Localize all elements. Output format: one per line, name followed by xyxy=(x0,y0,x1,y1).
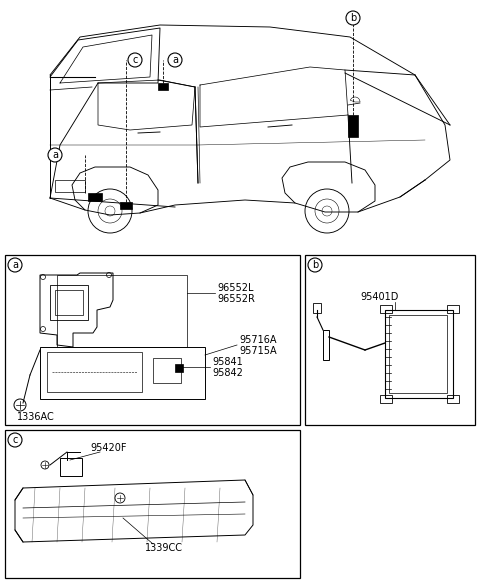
Bar xyxy=(5,255,300,425)
Bar xyxy=(385,310,453,398)
Circle shape xyxy=(168,53,182,67)
Text: 95715A: 95715A xyxy=(239,346,276,356)
Bar xyxy=(175,364,183,372)
Text: c: c xyxy=(12,435,18,445)
Text: a: a xyxy=(12,260,18,270)
Bar xyxy=(389,315,447,393)
Bar xyxy=(447,305,459,313)
Text: 95716A: 95716A xyxy=(239,335,276,345)
Text: 95420F: 95420F xyxy=(90,443,127,453)
Bar xyxy=(323,330,329,360)
Bar xyxy=(55,180,85,192)
Text: 95842: 95842 xyxy=(212,368,243,378)
Text: 95401D: 95401D xyxy=(360,292,398,302)
Bar xyxy=(348,115,358,137)
Text: 96552R: 96552R xyxy=(217,294,255,304)
Text: a: a xyxy=(172,55,178,65)
Circle shape xyxy=(308,258,322,272)
Bar xyxy=(47,352,142,392)
Text: 1336AC: 1336AC xyxy=(17,412,55,422)
Text: 95841: 95841 xyxy=(212,357,243,367)
Circle shape xyxy=(128,53,142,67)
Bar xyxy=(313,303,321,313)
Bar xyxy=(55,290,83,315)
Bar xyxy=(88,193,102,201)
Circle shape xyxy=(8,258,22,272)
Text: c: c xyxy=(132,55,138,65)
Bar xyxy=(380,395,392,403)
Circle shape xyxy=(48,148,62,162)
Bar xyxy=(57,275,187,347)
Bar xyxy=(447,395,459,403)
Text: a: a xyxy=(52,150,58,160)
Text: 96552L: 96552L xyxy=(217,283,253,293)
Bar xyxy=(60,458,82,476)
Bar xyxy=(380,305,392,313)
Bar xyxy=(50,285,88,320)
Bar xyxy=(120,202,132,209)
Text: b: b xyxy=(350,13,356,23)
Bar xyxy=(40,347,205,399)
Bar xyxy=(153,358,181,383)
Bar xyxy=(158,83,168,90)
Bar xyxy=(5,430,300,578)
Circle shape xyxy=(346,11,360,25)
Text: 1339CC: 1339CC xyxy=(145,543,183,553)
Text: b: b xyxy=(312,260,318,270)
Bar xyxy=(305,255,475,425)
Circle shape xyxy=(8,433,22,447)
